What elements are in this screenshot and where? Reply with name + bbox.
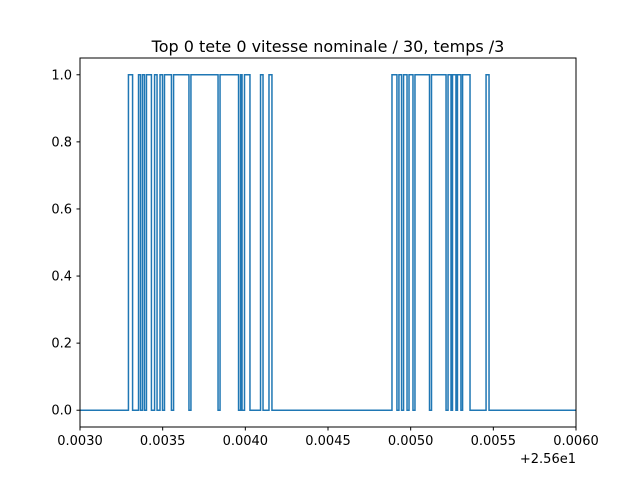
y-tick-label: 0.2 — [51, 337, 72, 352]
y-tick-label: 0.0 — [51, 404, 72, 419]
x-tick-label: 0.0030 — [57, 434, 103, 449]
chart-title: Top 0 tete 0 vitesse nominale / 30, temp… — [151, 37, 505, 56]
x-tick-label: 0.0045 — [305, 434, 351, 449]
x-tick-label: 0.0055 — [471, 434, 517, 449]
y-tick-label: 0.4 — [51, 270, 72, 285]
x-axis-offset-label: +2.56e1 — [519, 452, 576, 467]
y-tick-label: 0.8 — [51, 135, 72, 150]
signal-line — [80, 74, 576, 411]
x-tick-label: 0.0050 — [388, 434, 434, 449]
x-tick-label: 0.0040 — [223, 434, 269, 449]
y-tick-label: 1.0 — [51, 68, 72, 83]
x-tick-label: 0.0060 — [553, 434, 599, 449]
y-tick-label: 0.6 — [51, 202, 72, 217]
x-tick-label: 0.0035 — [140, 434, 186, 449]
